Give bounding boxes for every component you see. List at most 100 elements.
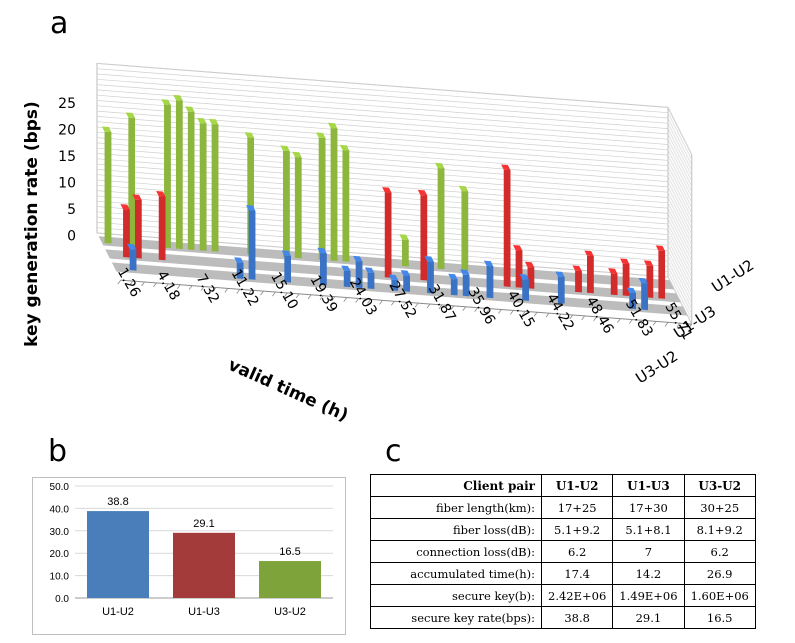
chart-a-bar-top bbox=[483, 260, 494, 267]
chart-a-bar bbox=[400, 270, 410, 292]
chart-a-bar-front bbox=[461, 191, 469, 272]
row-label: connection loss(dB): bbox=[370, 540, 542, 563]
chart-a-bar bbox=[317, 247, 327, 286]
chart-a-x-tick bbox=[367, 299, 371, 304]
chart-a-bar-front bbox=[175, 100, 183, 250]
chart-a-x-tick bbox=[414, 302, 419, 308]
chart-a-bar bbox=[584, 250, 594, 294]
chart-a-bar bbox=[245, 205, 256, 280]
client-pair-table: Client pair U1-U2 U1-U3 U3-U2 fiber leng… bbox=[370, 474, 756, 629]
chart-a-x-tick bbox=[664, 322, 669, 327]
header-client-pair: Client pair bbox=[370, 474, 542, 497]
chart-a-x-tick bbox=[676, 323, 681, 328]
table-cell: 8.1+9.2 bbox=[683, 518, 756, 541]
table-cell: 2.42E+06 bbox=[540, 584, 614, 607]
chart-a-bar-top bbox=[620, 258, 630, 265]
chart-a-x-tick-label: 48.46 bbox=[583, 294, 617, 337]
chart-a-bar-top bbox=[125, 112, 136, 119]
chart-a-bar-front bbox=[129, 248, 137, 271]
chart-a-bar-front bbox=[557, 276, 565, 304]
chart-a-gridline bbox=[96, 94, 669, 140]
chart-b-x-tick-label: U1-U2 bbox=[102, 606, 134, 618]
chart-a-x-tick bbox=[593, 316, 597, 322]
chart-a-side-gridline bbox=[667, 149, 693, 198]
chart-a-bar bbox=[281, 250, 291, 283]
table-row: fiber length(km): 17+25 17+30 30+25 bbox=[370, 496, 756, 519]
chart-a-bar bbox=[185, 106, 195, 250]
chart-a-bar-top bbox=[458, 185, 469, 192]
chart-b-y-tick-label: 0.0 bbox=[55, 594, 69, 605]
chart-a-bar-front bbox=[319, 253, 327, 286]
chart-a-bar-top bbox=[584, 250, 594, 257]
chart-a-x-tick bbox=[486, 308, 490, 313]
chart-a-bar-top bbox=[460, 269, 470, 276]
chart-a-side-gridline bbox=[667, 229, 693, 277]
chart-a-bar-front bbox=[503, 169, 511, 287]
chart-a-x-tick bbox=[521, 311, 526, 316]
chart-a-bar-front bbox=[318, 137, 326, 261]
chart-a-x-tick bbox=[248, 290, 252, 295]
chart-a-gridline bbox=[96, 68, 669, 114]
chart-a-side-gridline bbox=[667, 250, 693, 298]
chart-a-bar-front bbox=[355, 261, 363, 289]
chart-a-bar bbox=[208, 118, 219, 252]
chart-a-bar-front bbox=[330, 127, 338, 261]
table-cell: 1.49E+06 bbox=[612, 584, 685, 607]
chart-a-bar bbox=[316, 132, 326, 261]
chart-b-data-label: 16.5 bbox=[279, 546, 300, 558]
chart-a-x-tick bbox=[402, 301, 407, 307]
chart-a-bar-front bbox=[515, 250, 523, 288]
chart-a-x-tick bbox=[117, 279, 122, 285]
chart-a-side-gridline bbox=[667, 181, 693, 229]
chart-a-bar-top bbox=[382, 187, 392, 193]
chart-a-bar bbox=[424, 256, 434, 294]
chart-a-bar-front bbox=[248, 210, 256, 280]
chart-a-side-gridline bbox=[667, 170, 693, 219]
chart-a-bar bbox=[197, 117, 207, 251]
chart-a-side-gridline bbox=[667, 197, 693, 245]
chart-a-x-tick bbox=[545, 312, 550, 318]
chart-a-bar bbox=[156, 190, 166, 261]
chart-a-bar-front bbox=[575, 270, 582, 293]
chart-a-bar-top bbox=[316, 132, 326, 139]
chart-a-bar-front bbox=[236, 262, 244, 279]
chart-a-bar-top bbox=[132, 194, 142, 201]
chart-a-bar-top bbox=[572, 265, 582, 272]
chart-a-bar-top bbox=[448, 273, 458, 280]
chart-a-bar bbox=[460, 269, 470, 297]
panel-a-label: a bbox=[50, 6, 69, 41]
chart-a-gridline bbox=[96, 73, 669, 119]
chart-a-x-tick bbox=[319, 295, 324, 300]
chart-a-bar bbox=[519, 273, 529, 301]
chart-a-x-tick bbox=[474, 307, 478, 312]
chart-a-x-tick bbox=[176, 284, 181, 289]
chart-a-y-tick-label: 20 bbox=[58, 123, 76, 139]
chart-b-y-tick-label: 10.0 bbox=[50, 572, 70, 583]
chart-a-bar-top bbox=[400, 270, 410, 276]
chart-a-gridline bbox=[96, 78, 669, 124]
chart-a-bar bbox=[127, 243, 137, 271]
chart-b-y-tick-label: 40.0 bbox=[50, 504, 70, 515]
chart-a-side-gridline bbox=[667, 239, 693, 288]
chart-a-bar-front bbox=[462, 274, 470, 297]
chart-a-x-tick bbox=[510, 310, 514, 315]
chart-a-bar-front bbox=[342, 150, 350, 262]
chart-a-bar-front bbox=[187, 111, 195, 250]
chart-a-x-tick bbox=[355, 298, 359, 303]
chart-a-bar-front bbox=[104, 131, 112, 244]
chart-a-bar-front bbox=[420, 195, 428, 281]
table-cell: 17.4 bbox=[540, 562, 614, 585]
chart-a-x-tick bbox=[272, 291, 276, 297]
chart-a-side-gridline bbox=[667, 271, 693, 319]
chart-a-bar-top bbox=[173, 94, 183, 101]
chart-a-bar-front bbox=[587, 255, 594, 294]
chart-a-bar bbox=[399, 234, 409, 267]
chart-a-x-tick bbox=[129, 280, 133, 286]
chart-a-bar-top bbox=[156, 190, 166, 197]
chart-a-x-tick bbox=[212, 287, 217, 292]
chart-b-bar bbox=[173, 532, 235, 598]
chart-a-gridline bbox=[96, 89, 669, 135]
chart-a-bar bbox=[292, 151, 302, 259]
